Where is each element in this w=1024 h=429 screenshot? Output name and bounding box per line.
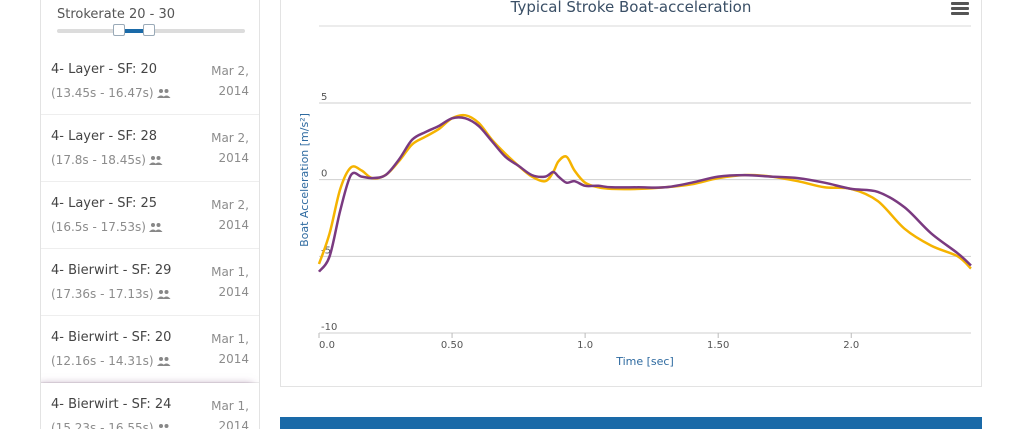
x-tick-label: 0.0 [319,340,335,351]
y-tick-label: -5 [321,245,331,256]
session-item[interactable]: 4- Bierwirt - SF: 29 (17.36s - 17.13s) M… [41,249,259,316]
session-item[interactable]: 4- Layer - SF: 20 (13.45s - 16.47s) Mar … [41,48,259,115]
y-tick-label: 5 [321,92,327,103]
session-title: 4- Layer - SF: 25 [51,196,158,211]
session-range: (13.45s - 16.47s) [51,86,171,100]
session-item[interactable]: 4- Layer - SF: 28 (17.8s - 18.45s) Mar 2… [41,115,259,182]
session-item[interactable]: 4- Bierwirt - SF: 20 (12.16s - 14.31s) M… [41,316,259,383]
group-icon [158,424,169,428]
strokerate-filter: Strokerate 20 - 30 [41,0,259,48]
group-icon [156,290,171,299]
strokerate-slider[interactable] [57,24,245,36]
strokerate-filter-label: Strokerate 20 - 30 [57,7,176,22]
session-title: 4- Layer - SF: 20 [51,62,158,77]
acceleration-chart: Typical Stroke Boat-acceleration 5 0 -5 -10… [298,0,972,368]
x-tick-label: 0.50 [441,340,463,351]
strokerate-slider-range [119,29,150,33]
x-axis-title: Time [sec] [615,355,674,368]
y-tick-label: -10 [321,322,337,333]
bottom-bar [280,417,982,429]
session-date: Mar 2, 2014 [211,131,249,165]
session-item[interactable]: 4- Bierwirt - SF: 24 (15.23s - 16.55s) M… [41,383,259,429]
group-icon [148,223,163,232]
series-line-2 [317,116,972,273]
chart-grid [319,25,971,334]
strokerate-slider-min-handle[interactable] [113,24,126,36]
group-icon [148,156,163,165]
session-range: (16.5s - 17.53s) [51,220,163,234]
strokerate-slider-max-handle[interactable] [143,24,156,36]
menu-icon[interactable] [951,2,969,16]
y-axis-ticks: 5 0 -5 -10 [321,92,337,333]
session-range: (17.8s - 18.45s) [51,153,163,167]
chart-title: Typical Stroke Boat-acceleration [510,0,752,16]
session-range: (15.23s - 16.55s) [51,421,171,429]
session-sidebar: Strokerate 20 - 30 4- Layer - SF: 20 (13… [40,0,260,429]
acceleration-chart-panel: Typical Stroke Boat-acceleration 5 0 -5 -10… [280,0,982,387]
session-list: 4- Layer - SF: 20 (13.45s - 16.47s) Mar … [41,48,259,429]
x-axis-ticks: 0.0 0.50 1.0 1.50 2.0 [318,333,859,351]
session-date: Mar 1, 2014 [211,332,249,366]
group-icon [156,89,171,98]
session-title: 4- Bierwirt - SF: 29 [51,263,172,278]
session-item[interactable]: 4- Layer - SF: 25 (16.5s - 17.53s) Mar 2… [41,182,259,249]
group-icon [156,357,171,366]
session-range: (17.36s - 17.13s) [51,287,171,301]
session-date: Mar 2, 2014 [211,198,249,232]
y-tick-label: 0 [321,169,327,180]
session-title: 4- Bierwirt - SF: 24 [51,397,172,412]
chart-series [317,113,972,273]
session-title: 4- Bierwirt - SF: 20 [51,330,172,345]
session-date: Mar 1, 2014 [211,265,249,299]
x-tick-label: 1.50 [707,340,729,351]
session-date: Mar 1, 2014 [211,399,249,429]
session-title: 4- Layer - SF: 28 [51,129,158,144]
y-axis-title: Boat Acceleration [m/s²] [298,113,311,247]
x-tick-label: 2.0 [843,340,859,351]
session-date: Mar 2, 2014 [211,64,249,98]
x-tick-label: 1.0 [577,340,593,351]
session-range: (12.16s - 14.31s) [51,354,171,368]
